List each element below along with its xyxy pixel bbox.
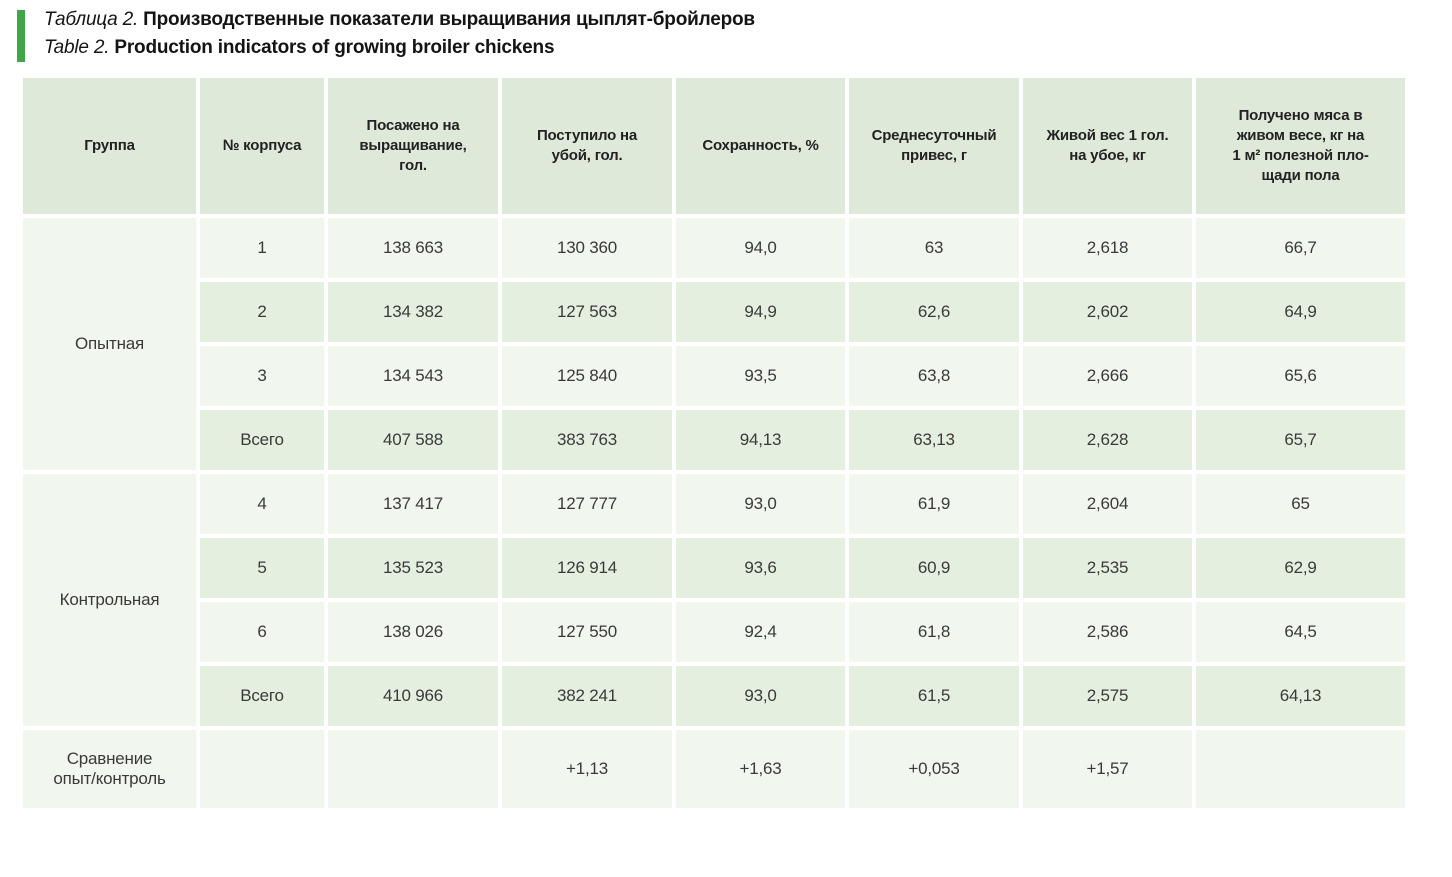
cell-building: Всего [200, 410, 324, 470]
cell-live-weight: 2,602 [1023, 282, 1192, 342]
cell-meat-yield: 66,7 [1196, 218, 1405, 278]
table-number-en: Table 2. [44, 37, 110, 58]
table-title-ru: Производственные показатели выращивания … [138, 9, 755, 30]
col-header-building: № корпуса [200, 78, 324, 214]
comparison-label: Сравнение опыт/контроль [23, 730, 196, 808]
cell-survival: 93,0 [676, 474, 845, 534]
header-row: Группа № корпуса Посажено на выращивание… [23, 78, 1405, 214]
cell-placed: 137 417 [328, 474, 498, 534]
cell-building: 3 [200, 346, 324, 406]
cell-slaughter: 126 914 [502, 538, 672, 598]
col-header-placed: Посажено на выращивание, гол. [328, 78, 498, 214]
cell-live-weight: 2,604 [1023, 474, 1192, 534]
table-row-total: Всего 410 966 382 241 93,0 61,5 2,575 64… [23, 666, 1405, 726]
cell-building: 2 [200, 282, 324, 342]
cell-placed [328, 730, 498, 808]
production-table: Группа № корпуса Посажено на выращивание… [19, 74, 1409, 812]
group-cell-experimental: Опытная [23, 218, 196, 470]
cell-slaughter: 382 241 [502, 666, 672, 726]
cell-building: 4 [200, 474, 324, 534]
col-header-daily-gain: Среднесуточный привес, г [849, 78, 1019, 214]
cell-meat-yield [1196, 730, 1405, 808]
col-header-live-weight: Живой вес 1 гол. на убое, кг [1023, 78, 1192, 214]
cell-placed: 135 523 [328, 538, 498, 598]
table-row-total: Всего 407 588 383 763 94,13 63,13 2,628 … [23, 410, 1405, 470]
table-caption: Таблица 2. Производственные показатели в… [17, 6, 755, 62]
cell-daily-gain: 60,9 [849, 538, 1019, 598]
cell-building: 5 [200, 538, 324, 598]
table-row: 3 134 543 125 840 93,5 63,8 2,666 65,6 [23, 346, 1405, 406]
cell-placed: 407 588 [328, 410, 498, 470]
cell-survival: 94,13 [676, 410, 845, 470]
cell-live-weight: 2,535 [1023, 538, 1192, 598]
cell-placed: 138 026 [328, 602, 498, 662]
cell-survival: 93,6 [676, 538, 845, 598]
caption-accent-bar [17, 10, 25, 62]
table-number-ru: Таблица 2. [44, 9, 139, 30]
page-title-ru: Таблица 2. Производственные показатели в… [44, 6, 755, 34]
cell-survival: 93,0 [676, 666, 845, 726]
cell-live-weight: 2,586 [1023, 602, 1192, 662]
cell-meat-yield: 65 [1196, 474, 1405, 534]
cell-slaughter: 127 550 [502, 602, 672, 662]
cell-daily-gain: 61,8 [849, 602, 1019, 662]
cell-slaughter: 383 763 [502, 410, 672, 470]
cell-survival: 93,5 [676, 346, 845, 406]
cell-building: 6 [200, 602, 324, 662]
col-header-group: Группа [23, 78, 196, 214]
cell-placed: 138 663 [328, 218, 498, 278]
cell-daily-gain: 63 [849, 218, 1019, 278]
cell-placed: 134 543 [328, 346, 498, 406]
cell-placed: 134 382 [328, 282, 498, 342]
cell-meat-yield: 64,13 [1196, 666, 1405, 726]
cell-slaughter: 127 777 [502, 474, 672, 534]
cell-meat-yield: 64,9 [1196, 282, 1405, 342]
cell-placed: 410 966 [328, 666, 498, 726]
cell-daily-gain: +0,053 [849, 730, 1019, 808]
cell-building [200, 730, 324, 808]
table-row: Опытная 1 138 663 130 360 94,0 63 2,618 … [23, 218, 1405, 470]
cell-daily-gain: 63,13 [849, 410, 1019, 470]
cell-live-weight: 2,628 [1023, 410, 1192, 470]
cell-daily-gain: 61,5 [849, 666, 1019, 726]
cell-live-weight: 2,666 [1023, 346, 1192, 406]
cell-building: Всего [200, 666, 324, 726]
table-row: 2 134 382 127 563 94,9 62,6 2,602 64,9 [23, 282, 1405, 342]
cell-slaughter: +1,13 [502, 730, 672, 808]
cell-survival: 92,4 [676, 602, 845, 662]
cell-slaughter: 125 840 [502, 346, 672, 406]
col-header-survival: Сохранность, % [676, 78, 845, 214]
cell-meat-yield: 65,6 [1196, 346, 1405, 406]
cell-building: 1 [200, 218, 324, 278]
cell-meat-yield: 64,5 [1196, 602, 1405, 662]
page-title-en: Table 2. Production indicators of growin… [44, 34, 755, 62]
cell-meat-yield: 65,7 [1196, 410, 1405, 470]
cell-survival: +1,63 [676, 730, 845, 808]
col-header-meat-yield: Получено мяса в живом весе, кг на 1 м² п… [1196, 78, 1405, 214]
cell-survival: 94,9 [676, 282, 845, 342]
cell-live-weight: 2,618 [1023, 218, 1192, 278]
cell-daily-gain: 62,6 [849, 282, 1019, 342]
cell-live-weight: +1,57 [1023, 730, 1192, 808]
cell-survival: 94,0 [676, 218, 845, 278]
table-row: Контрольная 4 137 417 127 777 93,0 61,9 … [23, 474, 1405, 726]
group-cell-control: Контрольная [23, 474, 196, 726]
cell-slaughter: 130 360 [502, 218, 672, 278]
cell-slaughter: 127 563 [502, 282, 672, 342]
table-title-en: Production indicators of growing broiler… [109, 37, 555, 58]
table-row: 5 135 523 126 914 93,6 60,9 2,535 62,9 [23, 538, 1405, 598]
table-row: 6 138 026 127 550 92,4 61,8 2,586 64,5 [23, 602, 1405, 662]
col-header-slaughtered: Поступило на убой, гол. [502, 78, 672, 214]
cell-meat-yield: 62,9 [1196, 538, 1405, 598]
comparison-row: Сравнение опыт/контроль +1,13 +1,63 +0,0… [23, 730, 1405, 808]
cell-live-weight: 2,575 [1023, 666, 1192, 726]
cell-daily-gain: 61,9 [849, 474, 1019, 534]
cell-daily-gain: 63,8 [849, 346, 1019, 406]
